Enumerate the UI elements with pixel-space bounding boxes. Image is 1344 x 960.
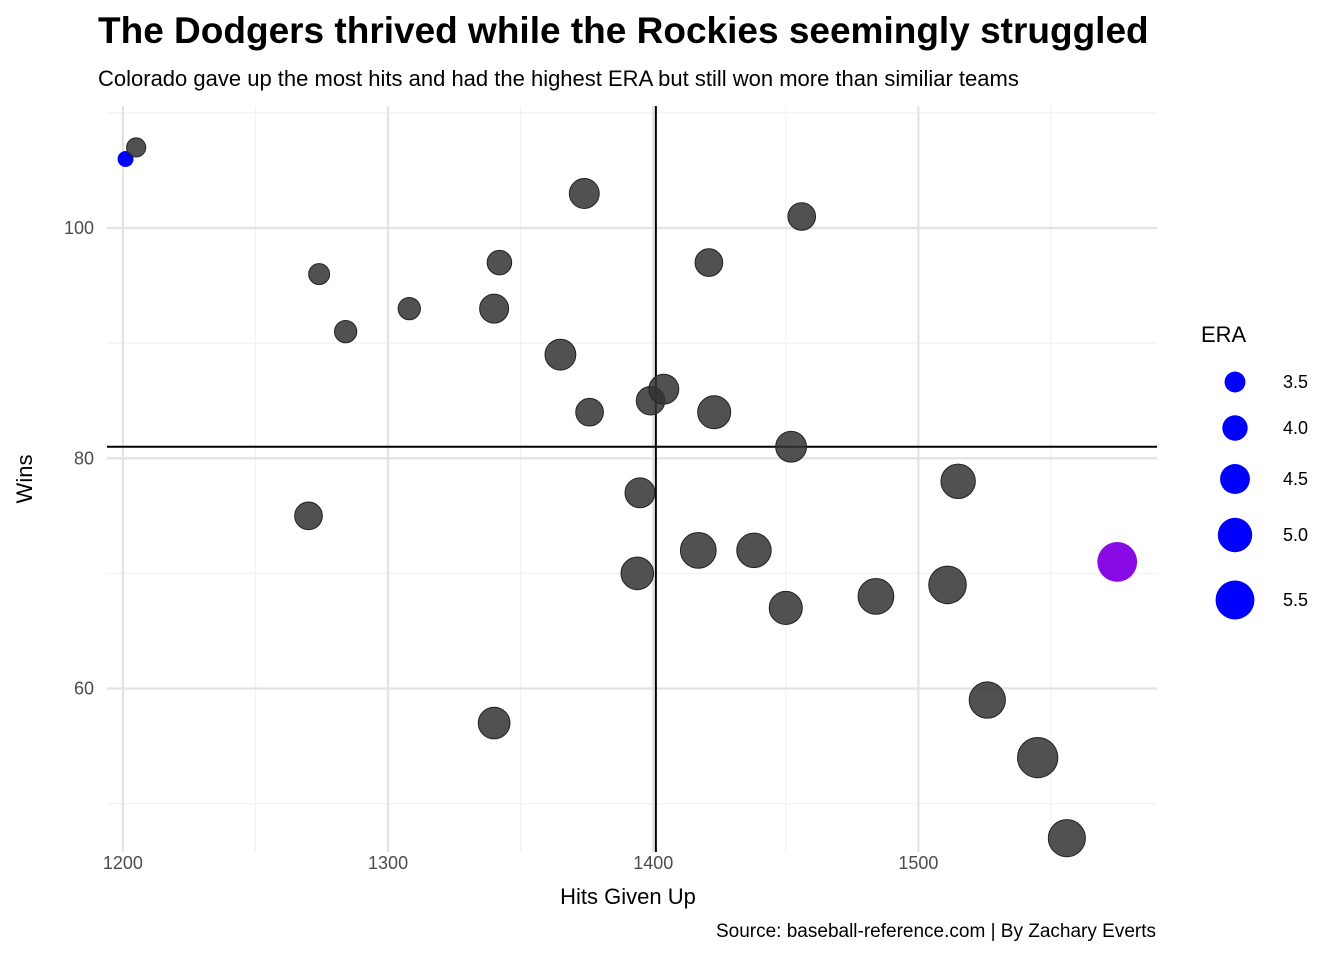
y-axis-title: Wins bbox=[12, 455, 37, 504]
team-point bbox=[775, 430, 807, 463]
team-point bbox=[787, 202, 817, 231]
team-point bbox=[697, 395, 732, 430]
legend-key-label: 4.0 bbox=[1283, 418, 1308, 438]
team-point bbox=[1017, 736, 1059, 779]
team-point bbox=[477, 706, 511, 740]
team-point bbox=[968, 681, 1006, 719]
legend-key-circle bbox=[1215, 580, 1255, 620]
y-axis-ticks: 60 80 100 bbox=[64, 218, 94, 698]
team-point bbox=[479, 293, 510, 324]
team-point bbox=[694, 248, 724, 277]
legend-key-label: 5.0 bbox=[1283, 525, 1308, 545]
team-point bbox=[624, 477, 656, 509]
legend-key-label: 5.5 bbox=[1283, 590, 1308, 610]
x-axis-ticks: 1200 1300 1400 1500 bbox=[103, 853, 939, 873]
team-point bbox=[736, 532, 772, 569]
source-caption: Source: baseball-reference.com | By Zach… bbox=[715, 921, 1156, 942]
rockies-point bbox=[1097, 541, 1138, 582]
team-point bbox=[397, 296, 421, 321]
team-point bbox=[544, 338, 577, 371]
legend-key-circle bbox=[1222, 415, 1248, 441]
legend-key-circle bbox=[1224, 371, 1246, 393]
x-tick-label: 1200 bbox=[103, 853, 143, 873]
y-tick-label: 60 bbox=[74, 679, 94, 699]
legend-key-label: 4.5 bbox=[1283, 469, 1308, 489]
y-tick-label: 100 bbox=[64, 218, 94, 238]
chart-title: The Dodgers thrived while the Rockies se… bbox=[98, 10, 1149, 51]
x-tick-label: 1300 bbox=[368, 853, 408, 873]
legend-key-label: 3.5 bbox=[1283, 372, 1308, 392]
team-point bbox=[126, 137, 147, 158]
team-point bbox=[575, 397, 604, 427]
y-tick-label: 80 bbox=[74, 448, 94, 468]
legend-key-circle bbox=[1220, 464, 1250, 494]
team-point bbox=[334, 320, 358, 344]
grid-lines bbox=[107, 106, 1157, 852]
team-point bbox=[857, 578, 895, 615]
team-point bbox=[928, 565, 967, 605]
team-point bbox=[940, 463, 976, 500]
legend-title: ERA bbox=[1201, 322, 1247, 347]
team-point bbox=[620, 556, 655, 591]
team-point bbox=[648, 373, 680, 405]
x-axis-title: Hits Given Up bbox=[560, 884, 696, 909]
chart-subtitle: Colorado gave up the most hits and had t… bbox=[98, 66, 1019, 91]
x-tick-label: 1400 bbox=[633, 853, 673, 873]
x-tick-label: 1500 bbox=[898, 853, 938, 873]
team-point bbox=[679, 532, 717, 569]
team-point bbox=[568, 178, 600, 209]
team-point bbox=[486, 249, 513, 276]
reference-lines bbox=[107, 106, 1157, 852]
legend-key-circle bbox=[1217, 517, 1253, 553]
team-point bbox=[294, 501, 323, 531]
team-point bbox=[768, 590, 803, 625]
size-legend: ERA 3.5 4.0 4.5 5.0 5.5 bbox=[1201, 322, 1308, 620]
team-point bbox=[1047, 819, 1086, 858]
team-point bbox=[308, 263, 331, 286]
data-points bbox=[117, 137, 1138, 858]
